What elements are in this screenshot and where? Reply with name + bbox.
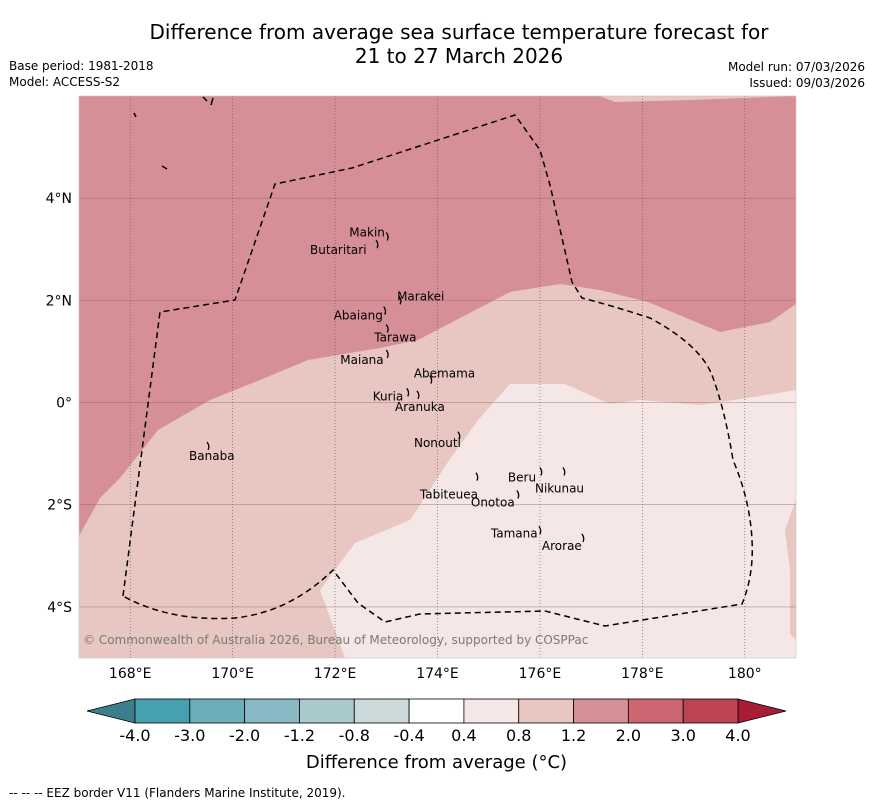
colorbar-bin bbox=[299, 698, 355, 724]
island-label: Nikunau bbox=[535, 482, 584, 496]
map-title: Difference from average sea surface temp… bbox=[0, 20, 873, 68]
y-tick-label: 4°S bbox=[47, 600, 72, 616]
island-label: Tabiteuea bbox=[419, 488, 478, 502]
island-shape bbox=[385, 232, 389, 241]
island-shape bbox=[206, 441, 210, 451]
island-shape bbox=[475, 472, 479, 481]
y-axis-ticks: 4°N 2°N 0° 2°S 4°S bbox=[46, 191, 73, 616]
colorbar-bin bbox=[518, 698, 574, 724]
x-tick-label: 176°E bbox=[519, 666, 562, 682]
anomaly-fill-top-corner bbox=[600, 96, 796, 102]
map-frame bbox=[78, 95, 797, 659]
colorbar-bin bbox=[134, 698, 191, 724]
issued-date: Issued: 09/03/2026 bbox=[749, 76, 865, 90]
island-label: Abaiang bbox=[334, 309, 383, 323]
island-shape bbox=[375, 239, 379, 249]
y-tick-label: 2°N bbox=[46, 293, 72, 309]
colorbar-bin bbox=[627, 698, 684, 724]
island-label: Aranuka bbox=[395, 400, 445, 414]
colorbar-tick-label: -0.8 bbox=[339, 726, 370, 745]
colorbar-bin bbox=[408, 698, 465, 724]
colorbar-tick-label: 0.8 bbox=[506, 726, 531, 745]
x-tick-label: 180° bbox=[728, 666, 762, 682]
island-shape bbox=[539, 467, 543, 476]
map-title-line2: 21 to 27 March 2026 bbox=[354, 44, 564, 68]
anomaly-fill-low bbox=[320, 384, 796, 658]
island-label: Butaritari bbox=[310, 243, 367, 257]
island-labels: Makin Butaritari Marakei Abaiang Tarawa Maian… bbox=[189, 226, 584, 553]
colorbar-extend-low bbox=[86, 698, 136, 724]
base-period: Base period: 1981-2018 bbox=[9, 59, 154, 73]
colorbar-title: Difference from average (°C) bbox=[305, 752, 568, 773]
x-tick-label: 170°E bbox=[211, 666, 254, 682]
island-label: Arorae bbox=[542, 539, 582, 553]
x-axis-ticks: 168°E 170°E 172°E 174°E 176°E 178°E 180° bbox=[109, 666, 762, 682]
island-label: Nonouti bbox=[414, 436, 461, 450]
colorbar-bin bbox=[353, 698, 410, 724]
colorbar-bin bbox=[682, 698, 739, 724]
x-tick-label: 178°E bbox=[621, 666, 664, 682]
island-shape bbox=[383, 306, 387, 315]
colorbar-tick-label: 4.0 bbox=[725, 726, 750, 745]
island-label: Makin bbox=[349, 226, 385, 240]
island-label: Kuria bbox=[373, 389, 404, 403]
eez-border bbox=[122, 114, 754, 627]
island-shape bbox=[562, 467, 566, 476]
island-shapes bbox=[206, 232, 585, 543]
eez-footnote: -- -- -- EEZ border V11 (Flanders Marine… bbox=[9, 786, 346, 800]
model-name: Model: ACCESS-S2 bbox=[9, 75, 121, 89]
x-tick-label: 174°E bbox=[416, 666, 459, 682]
colorbar-extend-high bbox=[737, 698, 787, 724]
colorbar-bin bbox=[189, 698, 246, 724]
colorbar-tick-label: 2.0 bbox=[616, 726, 641, 745]
northern-islets bbox=[133, 96, 214, 170]
model-info: Base period: 1981-2018 Model: ACCESS-S2 bbox=[9, 58, 154, 90]
colorbar-tick-label: -4.0 bbox=[119, 726, 150, 745]
colorbar-tick-label: 1.2 bbox=[561, 726, 586, 745]
model-run: Model run: 07/03/2026 bbox=[727, 60, 865, 74]
island-shape bbox=[581, 533, 585, 543]
gridlines bbox=[79, 96, 796, 658]
island-shape bbox=[429, 375, 433, 384]
x-tick-label: 168°E bbox=[109, 666, 152, 682]
island-shape bbox=[457, 431, 461, 441]
island-shape bbox=[385, 324, 389, 333]
colorbar-tick-label: -2.0 bbox=[229, 726, 260, 745]
colorbar-bin bbox=[463, 698, 520, 724]
x-tick-label: 172°E bbox=[314, 666, 357, 682]
colorbar-tick-label: -3.0 bbox=[174, 726, 205, 745]
run-info: Model run: 07/03/2026 Issued: 09/03/2026 bbox=[728, 59, 865, 91]
island-label: Tarawa bbox=[373, 330, 416, 344]
colorbar: -4.0 -3.0 -2.0 -1.2 -0.8 -0.4 0.4 0.8 1.2 2.0 3.0 4… bbox=[86, 698, 787, 745]
island-shape bbox=[516, 490, 520, 499]
colorbar-tick-label: -1.2 bbox=[284, 726, 315, 745]
colorbar-bin bbox=[244, 698, 300, 724]
colorbar-tick-label: 0.4 bbox=[451, 726, 476, 745]
island-shape bbox=[385, 349, 389, 359]
island-shape bbox=[538, 525, 542, 535]
colorbar-bin bbox=[573, 698, 629, 724]
island-shape bbox=[416, 390, 420, 400]
island-label: Abemama bbox=[414, 367, 475, 381]
copyright-credit: © Commonwealth of Australia 2026, Bureau… bbox=[83, 633, 588, 647]
island-label: Maiana bbox=[340, 353, 383, 367]
y-tick-label: 4°N bbox=[46, 191, 72, 207]
island-shape bbox=[398, 295, 402, 305]
colorbar-tick-label: 3.0 bbox=[670, 726, 695, 745]
island-label: Marakei bbox=[397, 289, 444, 303]
y-tick-label: 2°S bbox=[47, 498, 72, 514]
island-shape bbox=[406, 387, 410, 397]
island-label: Onotoa bbox=[471, 496, 515, 510]
island-label: Banaba bbox=[189, 449, 235, 463]
map-plot-area: Makin Butaritari Marakei Abaiang Tarawa Maian… bbox=[79, 96, 796, 658]
colorbar-tick-label: -0.4 bbox=[393, 726, 424, 745]
island-label: Tamana bbox=[490, 526, 538, 540]
map-figure: Makin Butaritari Marakei Abaiang Tarawa Maian… bbox=[46, 95, 797, 745]
island-label: Beru bbox=[508, 471, 536, 485]
y-tick-label: 0° bbox=[56, 396, 72, 412]
map-title-line1: Difference from average sea surface temp… bbox=[149, 20, 769, 44]
